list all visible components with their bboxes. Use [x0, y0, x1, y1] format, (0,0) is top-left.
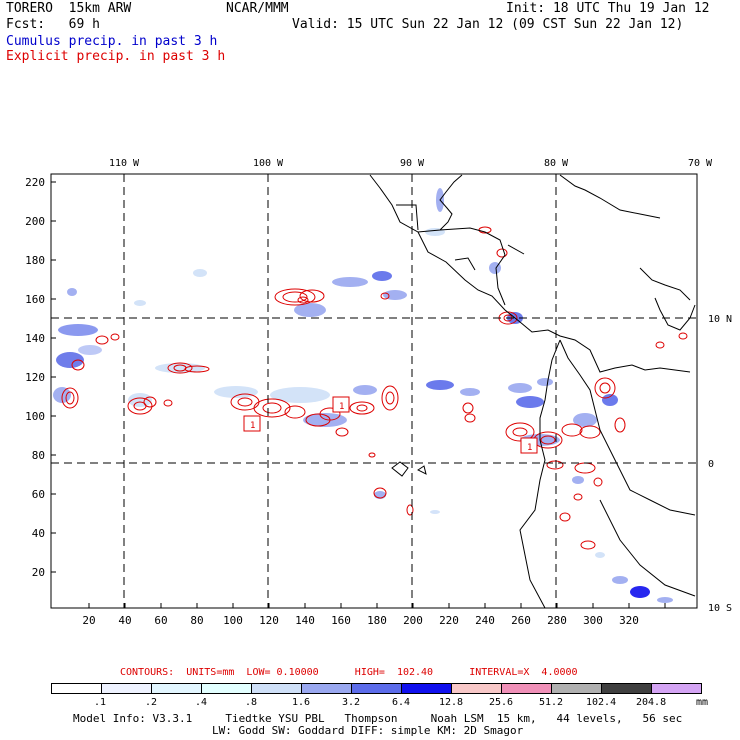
colorbar-swatch: [551, 683, 602, 694]
contour-box-2: [332, 396, 350, 413]
init-time: Init: 18 UTC Thu 19 Jan 12: [506, 1, 710, 16]
valid-time: Valid: 15 UTC Sun 22 Jan 12 (09 CST Sun …: [292, 17, 684, 32]
colorbar-swatch: [151, 683, 202, 694]
x-tick-label: 260: [511, 614, 531, 627]
model-info-line: Model Info: V3.3.1 Tiedtke YSU PBL Thomp…: [73, 712, 683, 725]
x-tick-label: 140: [295, 614, 315, 627]
y-tick-label: 20: [32, 566, 45, 579]
colorbar-level: 12.8: [439, 697, 464, 708]
colorbar-unit: mm: [696, 697, 709, 708]
y-tick-label: 80: [32, 449, 45, 462]
y-tick-label: 140: [25, 332, 45, 345]
colorbar-swatch: [51, 683, 102, 694]
colorbar-swatch: [351, 683, 402, 694]
colorbar-swatch: [651, 683, 702, 694]
forecast-hour: Fcst: 69 h: [6, 17, 100, 32]
coastlines: [369, 174, 696, 609]
x-tick-label: 320: [619, 614, 639, 627]
x-tick-label: 60: [154, 614, 167, 627]
contour-box-1: [243, 415, 261, 432]
colorbar-level: 3.2: [342, 697, 361, 708]
y-tick-label: 40: [32, 527, 45, 540]
x-tick-label: 220: [439, 614, 459, 627]
colorbar-level: 25.6: [489, 697, 514, 708]
explicit-precip-contours: [61, 226, 688, 550]
colorbar-swatch: [451, 683, 502, 694]
colorbar-swatch: [301, 683, 352, 694]
colorbar-level: .8: [245, 697, 258, 708]
lat-lon-grid: [51, 174, 697, 608]
y-tick-label: 220: [25, 176, 45, 189]
contour-box-label: 1: [527, 443, 532, 453]
colorbar-swatch: [101, 683, 152, 694]
contour-box-label: 1: [250, 421, 255, 431]
y-tick-label: 120: [25, 371, 45, 384]
x-tick-label: 240: [475, 614, 495, 627]
org-label: NCAR/MMM: [226, 1, 289, 16]
x-tick-label: 120: [259, 614, 279, 627]
contour-box-3: [520, 437, 538, 454]
legend-explicit: Explicit precip. in past 3 h: [6, 49, 226, 64]
colorbar-level: .4: [195, 697, 208, 708]
colorbar-swatch: [201, 683, 252, 694]
colorbar-level: 204.8: [636, 697, 667, 708]
contour-label-boxes: [243, 396, 538, 454]
colorbar-swatch: [601, 683, 652, 694]
lat-label: 10 N: [708, 314, 732, 325]
cumulus-precip-shading: [53, 188, 673, 603]
colorbar-level: 51.2: [539, 697, 564, 708]
colorbar-swatch: [251, 683, 302, 694]
x-tick-label: 300: [583, 614, 603, 627]
lat-label: 0: [708, 459, 714, 470]
colorbar-level: 1.6: [292, 697, 311, 708]
lon-label: 80 W: [544, 158, 569, 169]
x-tick-label: 40: [118, 614, 131, 627]
lon-label: 90 W: [400, 158, 425, 169]
y-tick-label: 60: [32, 488, 45, 501]
colorbar-level: .2: [145, 697, 158, 708]
colorbar-level: 6.4: [392, 697, 411, 708]
y-tick-label: 160: [25, 293, 45, 306]
lon-label: 100 W: [253, 158, 284, 169]
y-tick-label: 200: [25, 215, 45, 228]
colorbar-level: .1: [94, 697, 107, 708]
lon-label: 110 W: [109, 158, 140, 169]
physics-info-line: LW: Godd SW: Goddard DIFF: simple KM: 2D…: [212, 724, 524, 737]
x-tick-label: 200: [403, 614, 423, 627]
x-tick-label: 280: [547, 614, 567, 627]
x-tick-label: 100: [223, 614, 243, 627]
axis-ticks: [51, 181, 666, 608]
y-tick-label: 180: [25, 254, 45, 267]
x-tick-label: 180: [367, 614, 387, 627]
contour-box-label: 1: [339, 402, 344, 412]
contours-info: CONTOURS: UNITS=mm LOW= 0.10000 HIGH= 10…: [120, 667, 578, 678]
map-frame: [50, 173, 698, 609]
legend-cumulus: Cumulus precip. in past 3 h: [6, 34, 218, 49]
model-title: TORERO 15km ARW: [6, 1, 132, 16]
y-tick-label: 100: [25, 410, 45, 423]
colorbar-swatch: [501, 683, 552, 694]
x-tick-label: 160: [331, 614, 351, 627]
colorbar-swatch: [401, 683, 452, 694]
x-tick-label: 80: [190, 614, 203, 627]
lon-label: 70 W: [688, 158, 713, 169]
colorbar-level: 102.4: [586, 697, 617, 708]
x-tick-label: 20: [82, 614, 95, 627]
lat-label: 10 S: [708, 603, 732, 614]
